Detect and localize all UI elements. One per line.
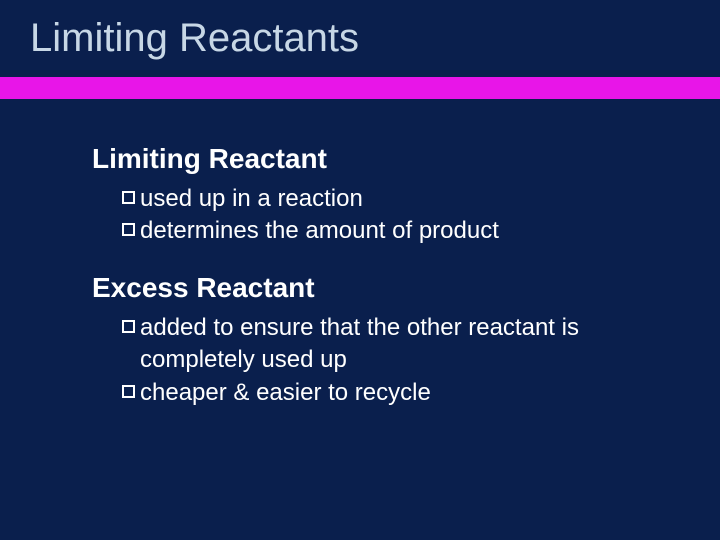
bullet-text: determines the amount of product <box>140 215 499 247</box>
bullet-text: added to ensure that the other reactant … <box>140 312 579 344</box>
square-bullet-icon <box>122 320 135 333</box>
section-heading-limiting: Limiting Reactant <box>92 143 660 175</box>
list-item: cheaper & easier to recycle <box>122 377 660 409</box>
section-heading-excess: Excess Reactant <box>92 272 660 304</box>
bullet-list-excess: added to ensure that the other reactant … <box>122 312 660 409</box>
slide-title: Limiting Reactants <box>30 16 720 61</box>
square-bullet-icon <box>122 191 135 204</box>
bullet-text: used up in a reaction <box>140 183 363 215</box>
list-item: added to ensure that the other reactant … <box>122 312 660 344</box>
list-item: determines the amount of product <box>122 215 660 247</box>
square-bullet-icon <box>122 223 135 236</box>
title-block: Limiting Reactants <box>0 0 720 71</box>
list-item: used up in a reaction <box>122 183 660 215</box>
bullet-list-limiting: used up in a reaction determines the amo… <box>122 183 660 248</box>
slide-content: Limiting Reactant used up in a reaction … <box>0 99 720 409</box>
accent-bar <box>0 77 720 99</box>
square-bullet-icon <box>122 385 135 398</box>
bullet-text-wrap: completely used up <box>140 344 660 376</box>
bullet-text: cheaper & easier to recycle <box>140 377 431 409</box>
